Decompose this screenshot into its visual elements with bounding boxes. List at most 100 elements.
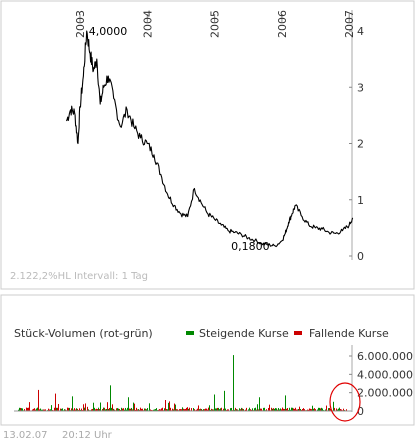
volume-bar xyxy=(21,408,22,411)
volume-bar xyxy=(317,409,318,411)
volume-bar xyxy=(237,409,238,411)
volume-bar xyxy=(126,409,127,411)
volume-bar xyxy=(96,408,97,411)
volume-bar xyxy=(129,408,130,411)
volume-bar xyxy=(211,408,212,411)
volume-bar xyxy=(119,408,120,411)
volume-bar xyxy=(160,409,161,411)
volume-bar xyxy=(155,409,156,411)
volume-bar xyxy=(73,409,74,411)
volume-chart-frame xyxy=(0,294,415,426)
volume-bar xyxy=(203,409,204,411)
volume-bar xyxy=(177,409,178,411)
volume-bar xyxy=(311,409,312,411)
volume-bar xyxy=(28,407,29,411)
volume-bar xyxy=(93,402,94,411)
volume-bar xyxy=(138,409,139,411)
volume-bar xyxy=(183,408,184,411)
volume-bar xyxy=(140,407,141,411)
volume-bar xyxy=(156,408,157,411)
volume-bar xyxy=(116,408,117,411)
y-tick-label: 4 xyxy=(357,25,364,38)
volume-bar xyxy=(223,408,224,411)
volume-bar xyxy=(146,409,147,411)
volume-title: Stück-Volumen (rot-grün) xyxy=(14,327,153,340)
volume-bar xyxy=(312,405,313,411)
volume-bar xyxy=(41,409,42,411)
volume-tick-label: 4.000.000 xyxy=(357,368,413,381)
y-tick-label: 0 xyxy=(357,250,364,263)
volume-bar xyxy=(176,409,177,411)
volume-bar xyxy=(259,397,260,411)
volume-bar xyxy=(281,409,282,411)
volume-bar xyxy=(230,408,231,411)
volume-bar xyxy=(325,409,326,411)
volume-bar xyxy=(299,406,300,411)
volume-bar xyxy=(107,402,108,411)
volume-bar xyxy=(255,407,256,411)
volume-bar xyxy=(187,407,188,411)
volume-bar xyxy=(294,408,295,411)
volume-bar xyxy=(280,408,281,411)
volume-bar xyxy=(198,405,199,411)
volume-bar xyxy=(199,409,200,411)
volume-bar xyxy=(301,409,302,411)
volume-bar xyxy=(142,408,143,411)
volume-bar xyxy=(147,408,148,411)
volume-bar xyxy=(71,408,72,411)
volume-bar xyxy=(218,407,219,411)
volume-bar xyxy=(283,408,284,411)
volume-bar xyxy=(242,408,243,411)
volume-bar xyxy=(118,408,119,411)
volume-bar xyxy=(295,407,296,411)
volume-bar xyxy=(214,394,215,411)
volume-bar xyxy=(185,408,186,411)
volume-bar xyxy=(136,407,137,411)
volume-bar xyxy=(284,408,285,411)
volume-bar xyxy=(286,408,287,411)
volume-bar xyxy=(219,409,220,411)
volume-bar xyxy=(83,404,84,411)
volume-bar xyxy=(309,408,310,411)
volume-bar xyxy=(102,409,103,411)
volume-bar xyxy=(162,407,163,411)
volume-bar xyxy=(141,408,142,411)
volume-bar xyxy=(261,408,262,411)
volume-bar xyxy=(296,409,297,411)
volume-bar xyxy=(235,407,236,411)
volume-bar xyxy=(110,385,111,411)
volume-bar xyxy=(57,407,58,411)
footer-time: 20:12 Uhr xyxy=(62,430,113,441)
volume-bar xyxy=(36,408,37,411)
volume-bar xyxy=(161,408,162,411)
volume-bar xyxy=(84,407,85,411)
volume-bar xyxy=(231,407,232,411)
volume-bar xyxy=(254,408,255,411)
volume-bar xyxy=(22,408,23,411)
volume-bar xyxy=(340,409,341,411)
volume-bar xyxy=(264,407,265,411)
volume-bar xyxy=(150,409,151,411)
volume-bar xyxy=(302,408,303,411)
volume-bar xyxy=(215,408,216,411)
volume-bar xyxy=(186,407,187,411)
volume-bar xyxy=(24,409,25,411)
volume-bar xyxy=(289,407,290,411)
price-x-ticks: 2003 2004 2005 2006 2007 xyxy=(74,10,356,38)
x-tick-label: 2006 xyxy=(276,10,289,38)
volume-bar xyxy=(205,408,206,411)
volume-bar xyxy=(266,409,267,411)
volume-bar xyxy=(40,408,41,411)
volume-bar xyxy=(285,395,286,411)
volume-bar xyxy=(273,408,274,411)
volume-bar xyxy=(79,408,80,411)
volume-bar xyxy=(87,406,88,411)
volume-bar xyxy=(173,409,174,411)
volume-bar xyxy=(217,407,218,411)
volume-bar xyxy=(130,408,131,411)
volume-bar xyxy=(113,408,114,411)
volume-bar xyxy=(50,409,51,411)
volume-bar xyxy=(20,407,21,411)
volume-bar xyxy=(56,407,57,411)
volume-bar xyxy=(304,409,305,411)
